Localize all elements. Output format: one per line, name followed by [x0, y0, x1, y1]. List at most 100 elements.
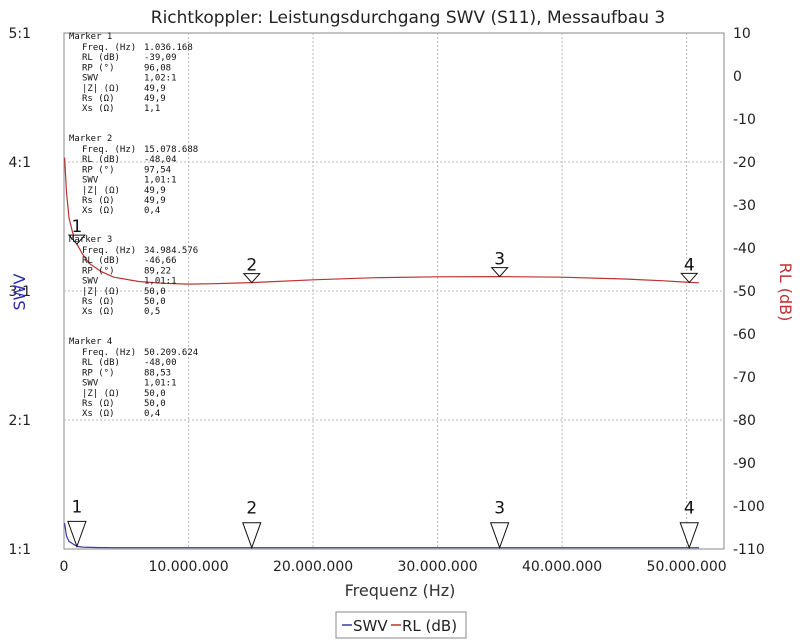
y-right-tick-label: -20 [733, 155, 756, 171]
y-axis-right: 10 0 -10 -20 -30 -40 -50 -60 -70 -80 -90 -100 -110 [733, 26, 765, 558]
y-axis-right-label: RL (dB) [776, 263, 795, 322]
marker-table-key: Rs (Ω) [82, 196, 115, 206]
y-right-tick-label: -30 [733, 198, 756, 214]
rl-marker-label: 1 [71, 217, 82, 237]
rl-marker-4 [680, 272, 699, 284]
x-axis: 0 10.000.000 20.000.000 30.000.000 40.000.00… [60, 559, 727, 575]
marker-table-value: 0,5 [144, 307, 160, 317]
marker-table-value: 49,9 [144, 94, 166, 104]
x-axis-label: Frequenz (Hz) [345, 581, 456, 600]
marker-table-key: |Z| (Ω) [82, 389, 120, 399]
legend: SWV RL (dB) [335, 611, 467, 639]
marker-table-title: Marker 1 [69, 32, 112, 42]
swv-marker-4 [679, 522, 699, 550]
marker-table-title: Marker 3 [69, 235, 112, 245]
marker-table-key: |Z| (Ω) [82, 186, 120, 196]
swv-marker-label: 1 [71, 497, 82, 517]
y-left-tick-label: 3:1 [8, 284, 31, 300]
y-left-tick-label: 5:1 [8, 26, 31, 42]
marker-table-value: 1,1 [144, 104, 160, 114]
marker-table-key: SWV [82, 74, 99, 84]
marker-table-value: 49,9 [144, 196, 166, 206]
marker-table-key: RP (°) [82, 368, 115, 378]
swv-marker-2 [242, 522, 262, 550]
marker-table-value: 49,9 [144, 84, 166, 94]
marker-table-value: 1.036.168 [144, 43, 193, 53]
marker-table-value: 97,54 [144, 165, 171, 175]
marker-table-value: -48,04 [144, 155, 177, 165]
marker-table-key: RL (dB) [82, 53, 120, 63]
y-right-tick-label: -100 [733, 499, 765, 515]
marker-table-value: 1,01:1 [144, 277, 177, 287]
marker-table-value: -46,66 [144, 256, 177, 266]
grid [64, 33, 724, 549]
marker-table-value: 0,4 [144, 206, 160, 216]
marker-table-value: -48,00 [144, 358, 177, 368]
marker-table-value: 50.209.624 [144, 348, 198, 358]
x-tick-label: 50.000.000 [647, 559, 727, 575]
y-axis-left-label: SWV [10, 273, 29, 310]
marker-table-value: -39,09 [144, 53, 177, 63]
marker-table-key: RL (dB) [82, 155, 120, 165]
marker-table-value: 96,08 [144, 63, 171, 73]
y-left-tick-label: 1:1 [8, 542, 31, 558]
marker-table-key: SWV [82, 379, 99, 389]
legend-label-rl: RL (dB) [402, 617, 457, 635]
rl-marker-label: 4 [684, 255, 695, 275]
marker-table-value: 89,22 [144, 266, 171, 276]
y-right-tick-label: 10 [733, 26, 751, 42]
marker-table-value: 0,4 [144, 409, 160, 419]
marker-table-key: Rs (Ω) [82, 297, 115, 307]
x-tick-label: 30.000.000 [397, 559, 477, 575]
y-left-tick-label: 2:1 [8, 413, 31, 429]
marker-table-key: RL (dB) [82, 358, 120, 368]
marker-table-key: Freq. (Hz) [82, 246, 136, 256]
swv-marker-label: 4 [684, 499, 695, 519]
marker-table-key: Xs (Ω) [82, 409, 115, 419]
y-right-tick-label: -90 [733, 456, 756, 472]
rl-marker-label: 2 [246, 256, 257, 276]
y-right-tick-label: -110 [733, 542, 765, 558]
y-right-tick-label: -80 [733, 413, 756, 429]
marker-table-key: Freq. (Hz) [82, 43, 136, 53]
marker-table-value: 88,53 [144, 368, 171, 378]
marker-table-key: |Z| (Ω) [82, 287, 120, 297]
y-right-tick-label: -70 [733, 370, 756, 386]
marker-table-value: 50,0 [144, 399, 166, 409]
marker-table-key: SWV [82, 176, 99, 186]
marker-table-title: Marker 2 [69, 134, 112, 144]
marker-table-key: |Z| (Ω) [82, 84, 120, 94]
marker-table-value: 1,01:1 [144, 176, 177, 186]
marker-table-key: Freq. (Hz) [82, 145, 136, 155]
x-tick-label: 40.000.000 [522, 559, 602, 575]
marker-table-key: RP (°) [82, 165, 115, 175]
rl-marker-3 [490, 267, 509, 278]
y-left-tick-label: 4:1 [8, 155, 31, 171]
rl-marker-1 [67, 234, 87, 245]
marker-table-key: Xs (Ω) [82, 104, 115, 114]
marker-table-value: 50,0 [144, 389, 166, 399]
marker-table-key: RL (dB) [82, 256, 120, 266]
x-tick-label: 0 [60, 559, 69, 575]
rl-marker-label: 3 [494, 250, 505, 270]
y-right-tick-label: -10 [733, 112, 756, 128]
marker-table-value: 1,01:1 [144, 379, 177, 389]
y-axis-left: 1:1 2:1 3:1 4:1 5:1 [8, 26, 31, 558]
marker-table-key: SWV [82, 277, 99, 287]
marker-table-value: 34.984.576 [144, 246, 198, 256]
x-tick-label: 20.000.000 [273, 559, 353, 575]
marker-table-value: 49,9 [144, 186, 166, 196]
marker-table-key: Xs (Ω) [82, 206, 115, 216]
y-right-tick-label: 0 [733, 69, 742, 85]
marker-table-title: Marker 4 [69, 337, 112, 347]
marker-table-value: 50,0 [144, 287, 166, 297]
marker-table-value: 15.078.688 [144, 145, 198, 155]
marker-table-key: RP (°) [82, 63, 115, 73]
chart-title: Richtkoppler: Leistungsdurchgang SWV (S1… [151, 8, 665, 28]
y-right-tick-label: -50 [733, 284, 756, 300]
marker-table-key: Rs (Ω) [82, 399, 115, 409]
marker-table-key: Xs (Ω) [82, 307, 115, 317]
x-tick-label: 10.000.000 [148, 559, 228, 575]
